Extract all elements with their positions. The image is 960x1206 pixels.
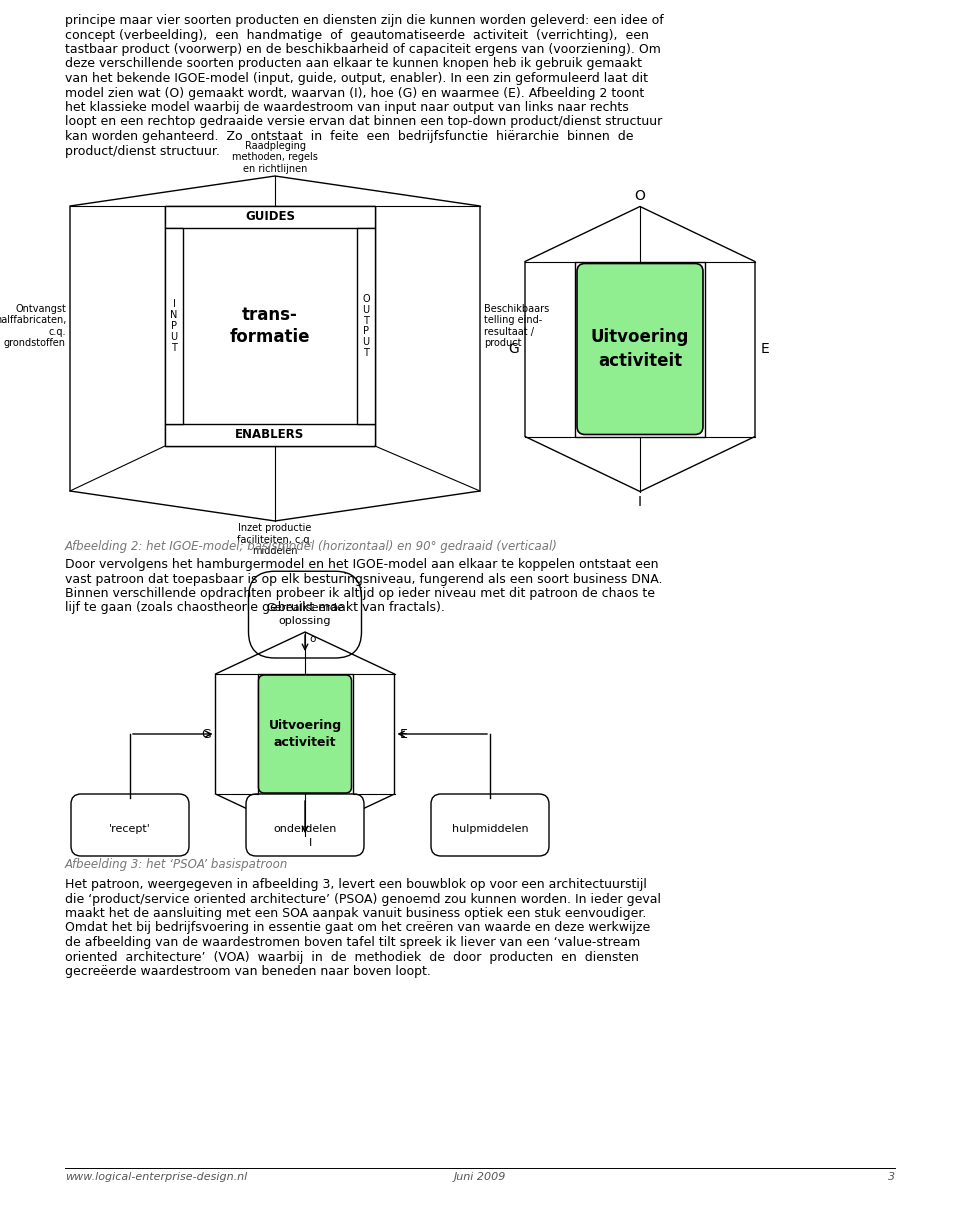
- Text: Beschikbaars
telling eind-
resultaat /
product: Beschikbaars telling eind- resultaat / p…: [484, 304, 549, 349]
- Text: www.logical-enterprise-design.nl: www.logical-enterprise-design.nl: [65, 1172, 248, 1182]
- Text: trans-
formatie: trans- formatie: [229, 306, 310, 346]
- Text: Afbeelding 2: het IGOE-model; basismodel (horizontaal) en 90° gedraaid (verticaa: Afbeelding 2: het IGOE-model; basismodel…: [65, 540, 558, 554]
- Text: kan worden gehanteerd.  Zo  ontstaat  in  feite  een  bedrijfsfunctie  hiërarchi: kan worden gehanteerd. Zo ontstaat in fe…: [65, 130, 634, 144]
- Text: 'recept': 'recept': [109, 824, 151, 835]
- Bar: [165, 206, 375, 228]
- Text: Afbeelding 3: het ‘PSOA’ basispatroon: Afbeelding 3: het ‘PSOA’ basispatroon: [65, 857, 288, 871]
- Text: 3: 3: [888, 1172, 895, 1182]
- Text: O: O: [635, 188, 645, 203]
- Text: model zien wat (O) gemaakt wordt, waarvan (I), hoe (G) en waarmee (E). Afbeeldin: model zien wat (O) gemaakt wordt, waarva…: [65, 87, 644, 100]
- Text: O
U
T
P
U
T: O U T P U T: [362, 294, 370, 358]
- Bar: [575, 262, 705, 437]
- FancyBboxPatch shape: [71, 794, 189, 856]
- Text: hulpmiddelen: hulpmiddelen: [452, 824, 528, 835]
- Text: Door vervolgens het hamburgermodel en het IGOE-model aan elkaar te koppelen onts: Door vervolgens het hamburgermodel en he…: [65, 558, 659, 570]
- Text: maakt het de aansluiting met een SOA aanpak vanuit business optiek een stuk eenv: maakt het de aansluiting met een SOA aan…: [65, 907, 646, 920]
- Text: Juni 2009: Juni 2009: [454, 1172, 506, 1182]
- Bar: [165, 425, 375, 446]
- Text: E: E: [761, 343, 770, 356]
- Text: principe maar vier soorten producten en diensten zijn die kunnen worden geleverd: principe maar vier soorten producten en …: [65, 14, 663, 27]
- Text: G: G: [508, 343, 519, 356]
- FancyBboxPatch shape: [246, 794, 364, 856]
- Text: ENABLERS: ENABLERS: [235, 428, 304, 441]
- Text: vast patroon dat toepasbaar is op elk besturingsniveau, fungerend als een soort : vast patroon dat toepasbaar is op elk be…: [65, 573, 662, 585]
- Text: die ‘product/service oriented architecture’ (PSOA) genoemd zou kunnen worden. In: die ‘product/service oriented architectu…: [65, 892, 661, 906]
- Text: het klassieke model waarbij de waardestroom van input naar output van links naar: het klassieke model waarbij de waardestr…: [65, 101, 629, 115]
- Text: I
N
P
U
T: I N P U T: [170, 299, 178, 352]
- Text: tastbaar product (voorwerp) en de beschikbaarheid of capaciteit ergens van (voor: tastbaar product (voorwerp) en de beschi…: [65, 43, 660, 55]
- Bar: [165, 228, 183, 425]
- Text: product/dienst structuur.: product/dienst structuur.: [65, 145, 220, 158]
- Bar: [357, 228, 375, 425]
- Text: de afbeelding van de waardestromen boven tafel tilt spreek ik liever van een ‘va: de afbeelding van de waardestromen boven…: [65, 936, 640, 949]
- Text: Omdat het bij bedrijfsvoering in essentie gaat om het creëren van waarde en deze: Omdat het bij bedrijfsvoering in essenti…: [65, 921, 650, 935]
- FancyBboxPatch shape: [249, 572, 362, 658]
- Text: gecreëerde waardestroom van beneden naar boven loopt.: gecreëerde waardestroom van beneden naar…: [65, 965, 431, 978]
- Text: lijf te gaan (zoals chaostheorie gebruikt maakt van fractals).: lijf te gaan (zoals chaostheorie gebruik…: [65, 602, 444, 615]
- Text: o: o: [309, 634, 316, 644]
- Text: Binnen verschillende opdrachten probeer ik altijd op ieder niveau met dit patroo: Binnen verschillende opdrachten probeer …: [65, 587, 655, 601]
- Text: onderdelen: onderdelen: [274, 824, 337, 835]
- Text: G: G: [201, 727, 210, 740]
- Text: van het bekende IGOE-model (input, guide, output, enabler). In een zin geformule: van het bekende IGOE-model (input, guide…: [65, 72, 648, 84]
- FancyBboxPatch shape: [577, 263, 703, 434]
- Text: Inzet productie
faciliteiten, c.q.
middelen: Inzet productie faciliteiten, c.q. midde…: [237, 523, 313, 556]
- Text: Het patroon, weergegeven in afbeelding 3, levert een bouwblok op voor een archit: Het patroon, weergegeven in afbeelding 3…: [65, 878, 647, 891]
- Text: GUIDES: GUIDES: [245, 211, 295, 223]
- Text: Uitvoering
activiteit: Uitvoering activiteit: [590, 328, 689, 370]
- Text: concept (verbeelding),  een  handmatige  of  geautomatiseerde  activiteit  (verr: concept (verbeelding), een handmatige of…: [65, 29, 649, 41]
- Text: loopt en een rechtop gedraaide versie ervan dat binnen een top-down product/dien: loopt en een rechtop gedraaide versie er…: [65, 116, 662, 129]
- FancyBboxPatch shape: [431, 794, 549, 856]
- Text: E: E: [399, 727, 407, 740]
- Text: oriented  architecture’  (VOA)  waarbij  in  de  methodiek  de  door  producten : oriented architecture’ (VOA) waarbij in …: [65, 950, 638, 964]
- Text: Gerealiseerde
oplossing: Gerealiseerde oplossing: [266, 603, 344, 626]
- Text: I: I: [638, 496, 642, 509]
- Text: deze verschillende soorten producten aan elkaar te kunnen knopen heb ik gebruik : deze verschillende soorten producten aan…: [65, 58, 642, 70]
- Bar: [165, 206, 375, 446]
- Text: Raadpleging
methoden, regels
en richtlijnen: Raadpleging methoden, regels en richtlij…: [232, 141, 318, 174]
- FancyBboxPatch shape: [258, 675, 351, 794]
- Bar: [257, 674, 352, 794]
- Text: Uitvoering
activiteit: Uitvoering activiteit: [269, 720, 342, 749]
- Text: I: I: [309, 838, 312, 848]
- Text: Ontvangst
halffabricaten,
c.q.
grondstoffen: Ontvangst halffabricaten, c.q. grondstof…: [0, 304, 66, 349]
